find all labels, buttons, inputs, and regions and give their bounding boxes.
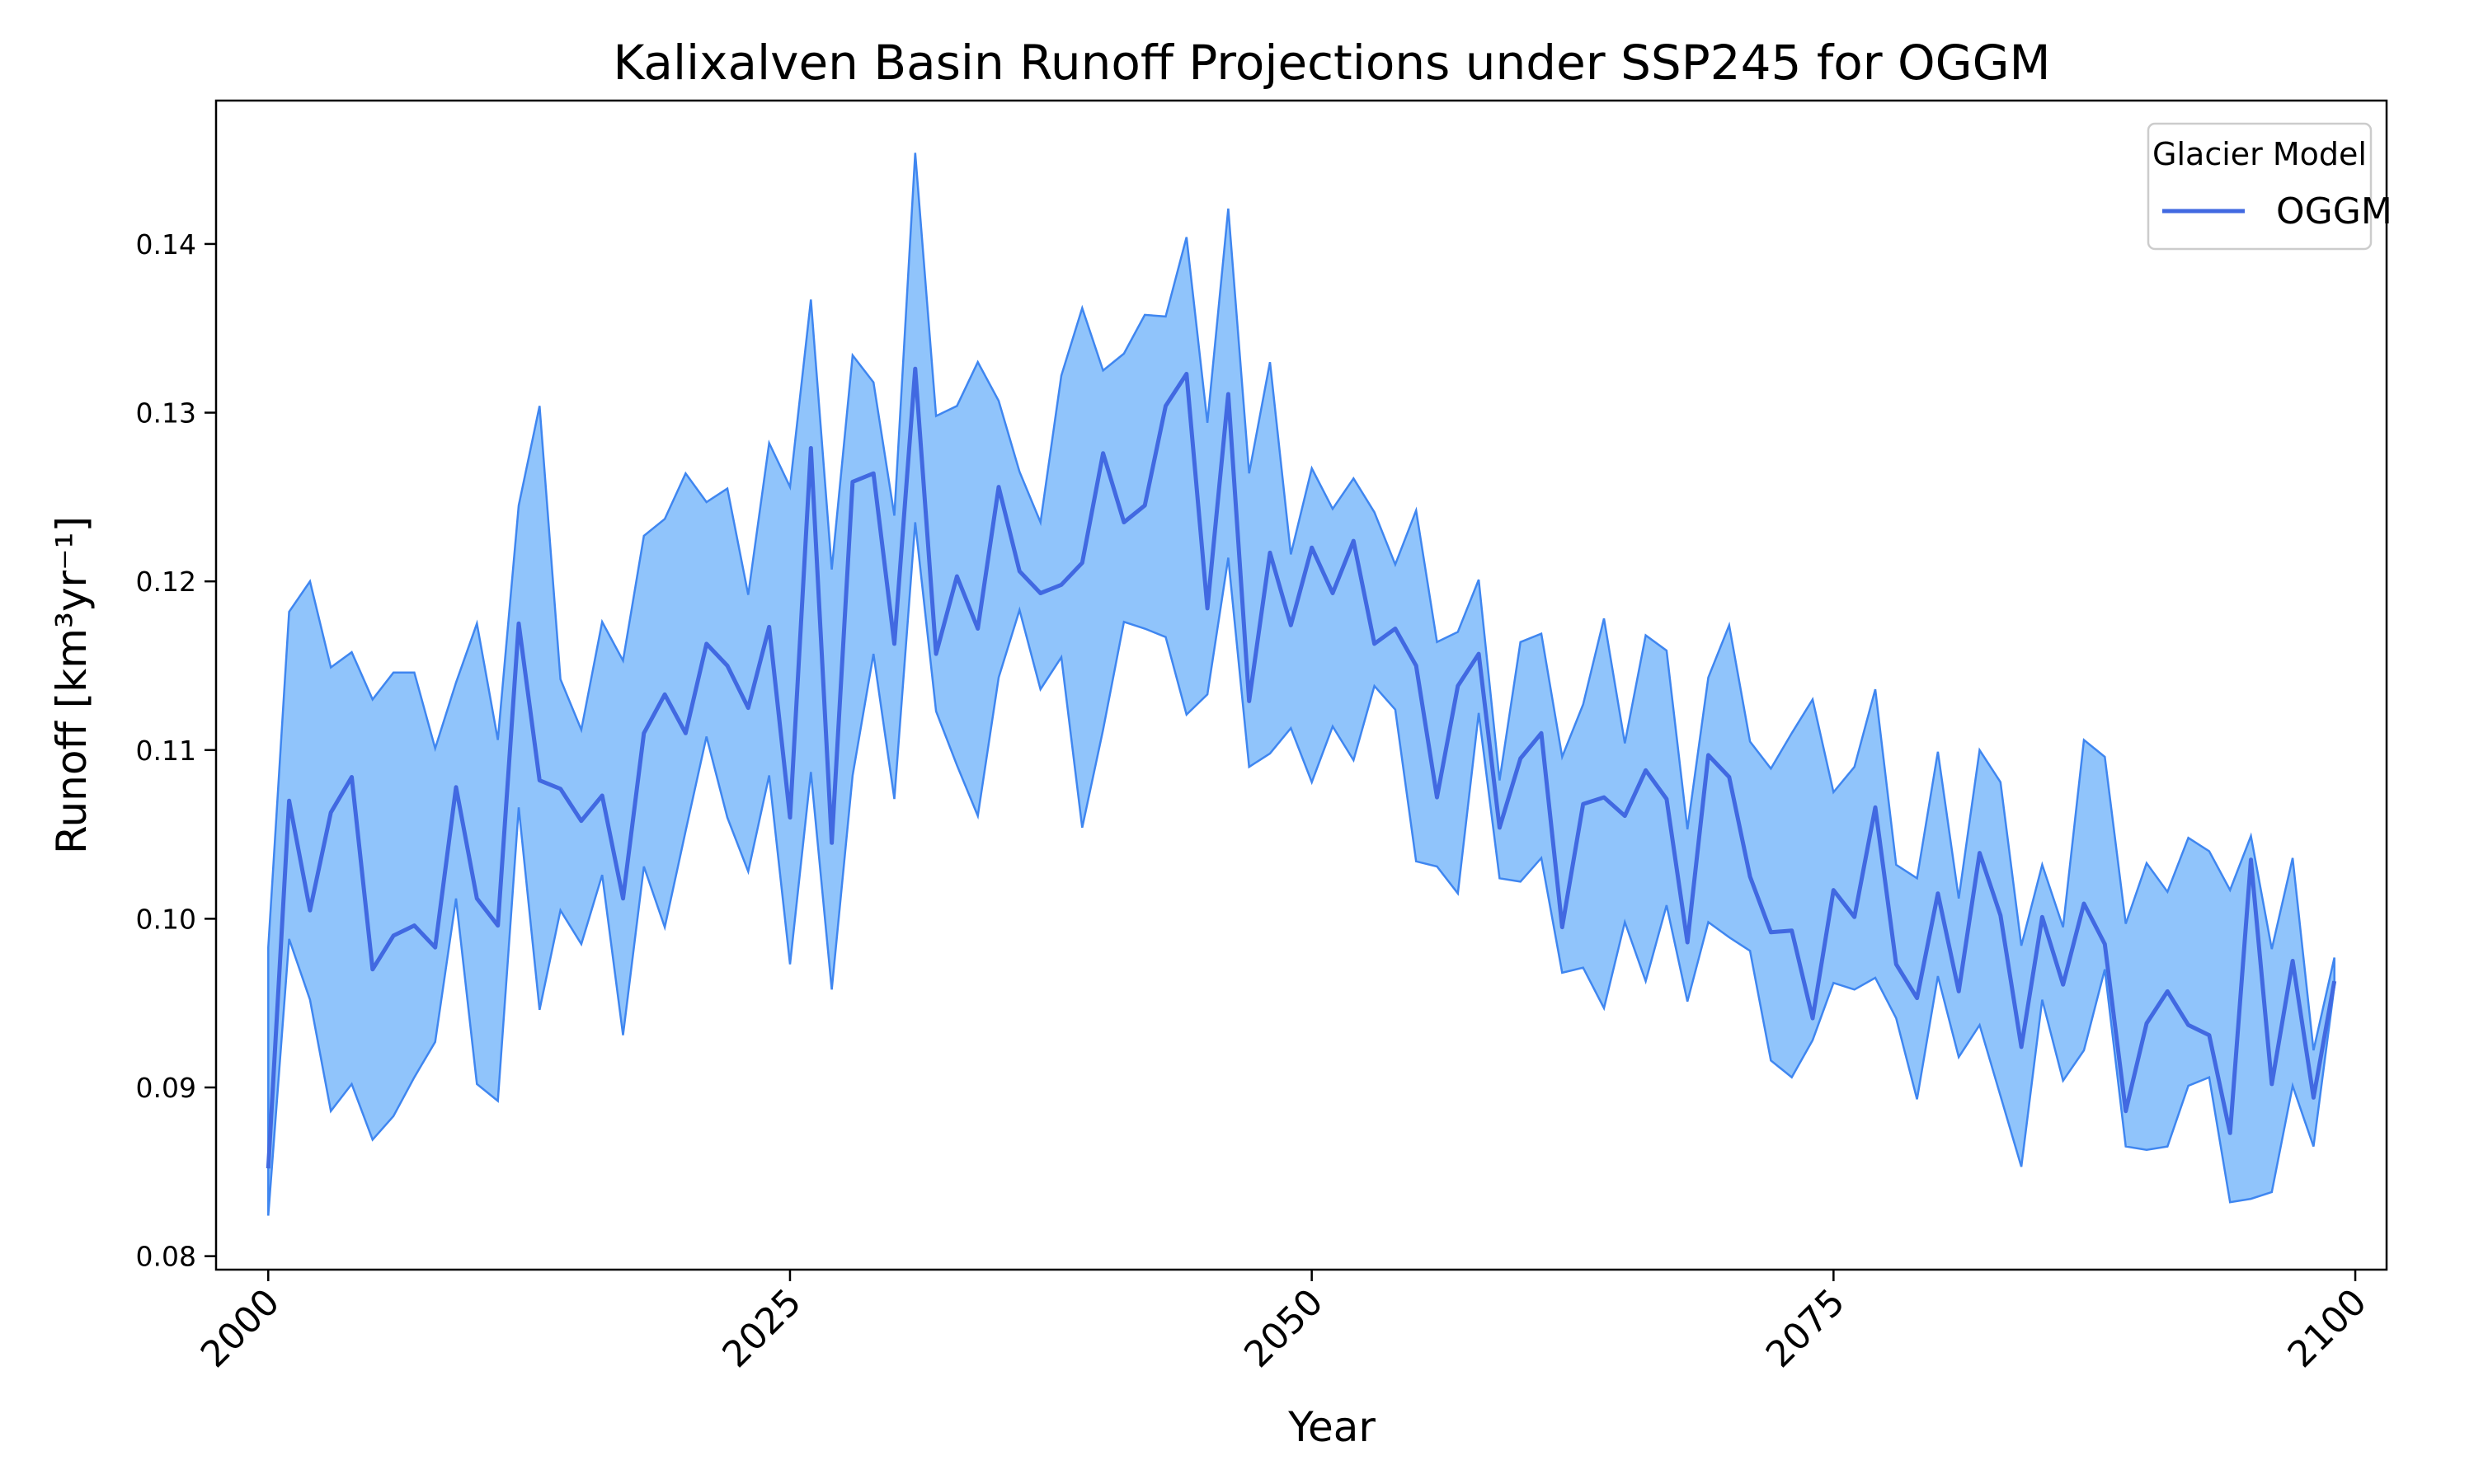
y-axis: 0.08 0.09 0.10 0.11 0.12 0.13 0.14 — [136, 228, 216, 1273]
x-axis-label: Year — [1287, 1403, 1376, 1451]
y-tick-label: 0.12 — [136, 566, 196, 598]
legend: Glacier Model OGGM — [2147, 122, 2392, 251]
y-tick-label: 0.09 — [136, 1072, 196, 1104]
legend-box — [2147, 122, 2373, 251]
y-tick-label: 0.08 — [136, 1241, 196, 1273]
y-axis-label: Runoff [km³yr⁻¹] — [48, 516, 96, 854]
plot-area — [266, 153, 2337, 1216]
y-tick-label: 0.13 — [136, 397, 196, 430]
series-line-oggm — [266, 366, 2337, 1169]
legend-entry-oggm: OGGM — [2276, 190, 2392, 232]
chart-title: Kalixalven Basin Runoff Projections unde… — [613, 35, 2050, 91]
plot-frame — [214, 99, 2388, 1271]
y-tick-label: 0.14 — [136, 228, 196, 261]
y-tick-label: 0.10 — [136, 903, 196, 935]
legend-title: Glacier Model — [2152, 136, 2367, 172]
y-tick-label: 0.11 — [136, 735, 196, 767]
